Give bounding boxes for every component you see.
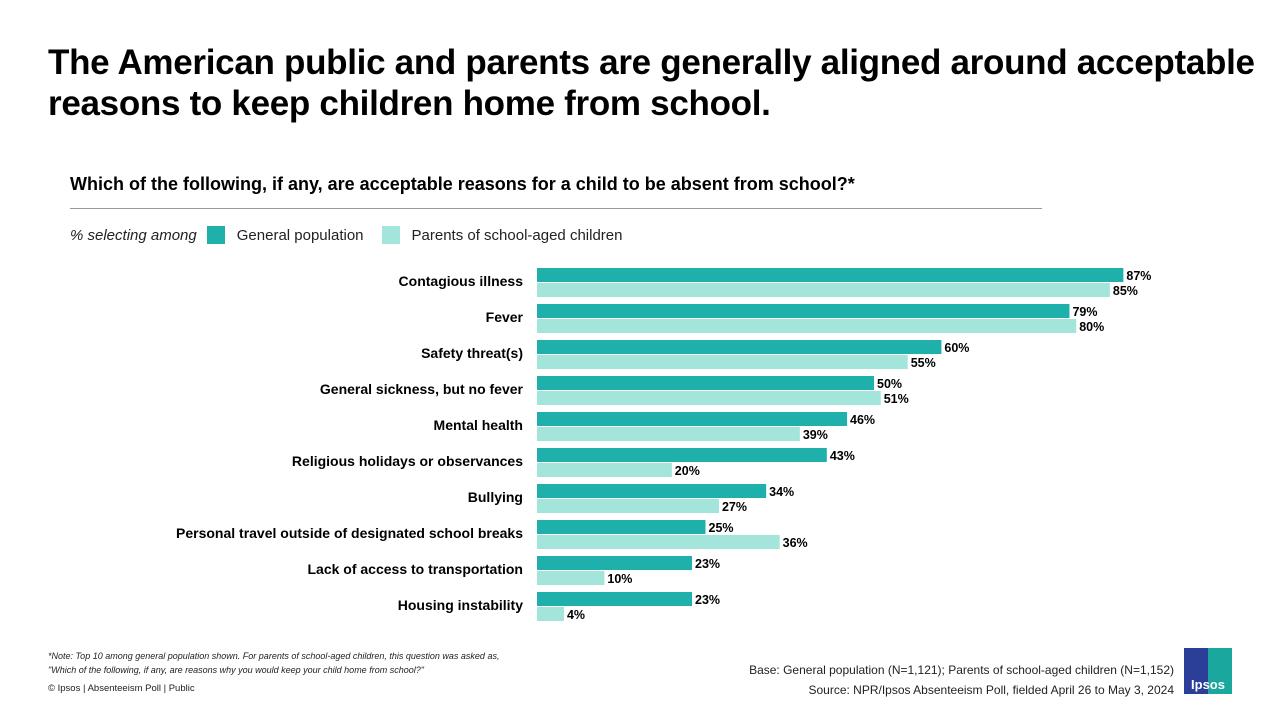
question: Which of the following, if any, are acce… — [70, 174, 855, 194]
category-label: Fever — [486, 309, 524, 325]
copyright: © Ipsos | Absenteeism Poll | Public — [48, 683, 195, 694]
legend-prefix: % selecting among — [70, 226, 197, 244]
data-label: 25% — [709, 521, 734, 535]
bar-general — [537, 520, 706, 534]
legend-label-general: General population — [236, 226, 364, 244]
category-label: Mental health — [434, 417, 523, 433]
ipsos-logo: Ipsos — [1184, 648, 1232, 694]
data-label: 85% — [1113, 284, 1138, 298]
bar-general — [537, 592, 693, 606]
data-label: 60% — [944, 341, 969, 355]
base-text: Base: General population (N=1,121); Pare… — [749, 663, 1174, 677]
data-label: 80% — [1079, 320, 1104, 334]
bar-general — [537, 376, 874, 390]
category-label: Safety threat(s) — [421, 345, 523, 361]
bar-general — [537, 448, 827, 462]
bar-general — [537, 340, 942, 354]
category-label: Housing instability — [398, 597, 523, 613]
data-label: 87% — [1126, 269, 1151, 283]
legend-label-parents: Parents of school-aged children — [411, 226, 623, 244]
data-label: 23% — [695, 593, 720, 607]
bar-general — [537, 268, 1124, 282]
bar-parents — [537, 571, 605, 585]
source-text: Source: NPR/Ipsos Absenteeism Poll, fiel… — [808, 683, 1174, 697]
legend-swatch-general — [206, 226, 225, 244]
divider — [70, 208, 1042, 209]
data-label: 10% — [607, 572, 632, 586]
data-label: 51% — [884, 392, 909, 406]
page-title: The American public and parents are gene… — [48, 43, 1255, 123]
bar-parents — [537, 283, 1110, 297]
data-label: 55% — [911, 356, 936, 370]
bar-parents — [537, 535, 780, 549]
bar-general — [537, 556, 693, 570]
bar-parents — [537, 607, 564, 621]
bar-general — [537, 304, 1070, 318]
category-label: Lack of access to transportation — [307, 561, 523, 577]
category-label: General sickness, but no fever — [320, 381, 524, 397]
category-label: Bullying — [468, 489, 523, 505]
legend: % selecting among General population Par… — [70, 226, 640, 244]
bar-parents — [537, 391, 881, 405]
category-label: Personal travel outside of designated sc… — [176, 525, 523, 541]
data-label: 43% — [830, 449, 855, 463]
base-source: Base: General population (N=1,121); Pare… — [749, 660, 1174, 700]
data-label: 27% — [722, 500, 747, 514]
data-label: 4% — [567, 608, 585, 622]
data-label: 46% — [850, 413, 875, 427]
bar-general — [537, 412, 848, 426]
bar-parents — [537, 463, 672, 477]
data-label: 34% — [769, 485, 794, 499]
bar-parents — [537, 499, 719, 513]
footnote: *Note: Top 10 among general population s… — [48, 651, 500, 675]
bar-parents — [537, 319, 1077, 333]
data-label: 36% — [783, 536, 808, 550]
category-label: Contagious illness — [399, 273, 524, 289]
bar-parents — [537, 355, 908, 369]
data-label: 20% — [675, 464, 700, 478]
data-label: 50% — [877, 377, 902, 391]
bar-parents — [537, 427, 800, 441]
data-label: 23% — [695, 557, 720, 571]
category-label: Religious holidays or observances — [292, 453, 523, 469]
data-label: 79% — [1072, 305, 1097, 319]
legend-swatch-parents — [381, 226, 400, 244]
data-label: 39% — [803, 428, 828, 442]
bar-general — [537, 484, 767, 498]
